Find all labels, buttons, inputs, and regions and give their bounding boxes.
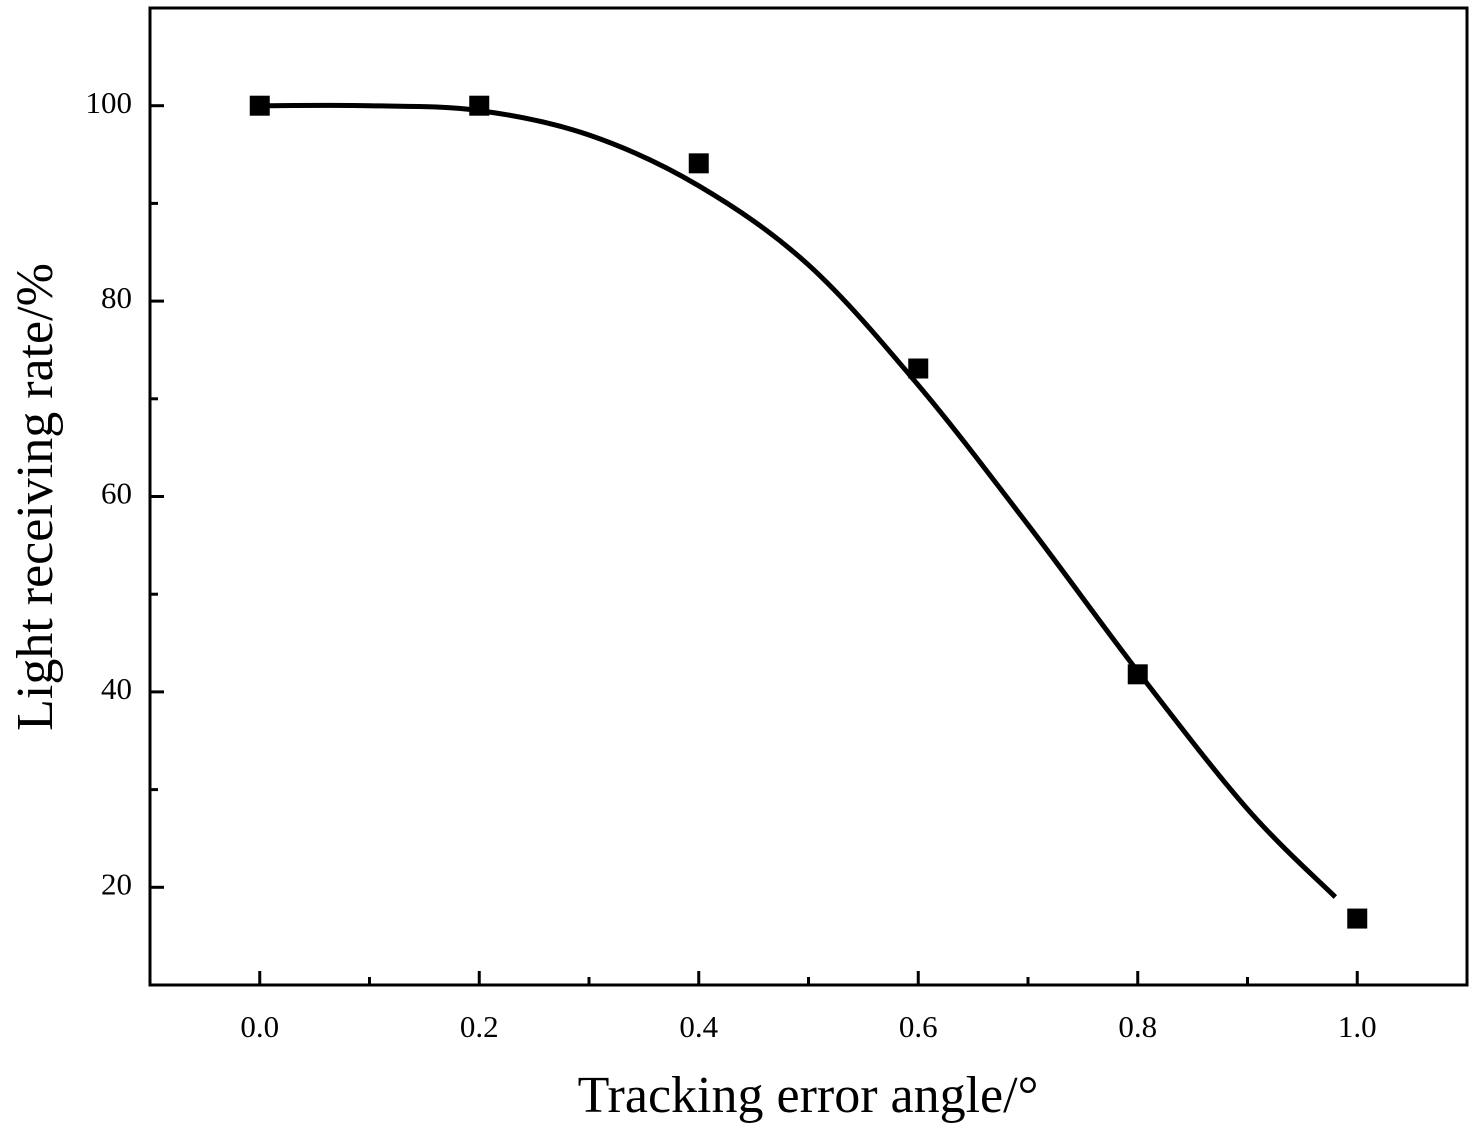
y-tick-label: 40 <box>101 671 132 706</box>
data-point <box>1347 908 1368 929</box>
x-tick-label: 0.2 <box>460 1009 499 1044</box>
data-point <box>469 95 490 116</box>
y-tick-label: 20 <box>101 866 132 901</box>
y-tick-label: 100 <box>86 85 133 120</box>
x-tick-label: 0.8 <box>1118 1009 1157 1044</box>
y-tick-label: 80 <box>101 280 132 315</box>
plot-frame <box>148 6 1469 987</box>
x-tick-label: 1.0 <box>1338 1009 1377 1044</box>
x-tick-label: 0.0 <box>240 1009 279 1044</box>
x-tick-label: 0.4 <box>679 1009 718 1044</box>
data-point <box>688 153 709 174</box>
data-point <box>249 95 270 116</box>
y-axis-label: Light receiving rate/% <box>7 263 64 731</box>
data-point <box>908 358 929 379</box>
fit-curve <box>259 102 1338 899</box>
data-point <box>1127 664 1148 685</box>
x-axis-label: Tracking error angle/° <box>578 1067 1039 1124</box>
y-tick-label: 60 <box>101 476 132 511</box>
x-tick-label: 0.6 <box>899 1009 938 1044</box>
